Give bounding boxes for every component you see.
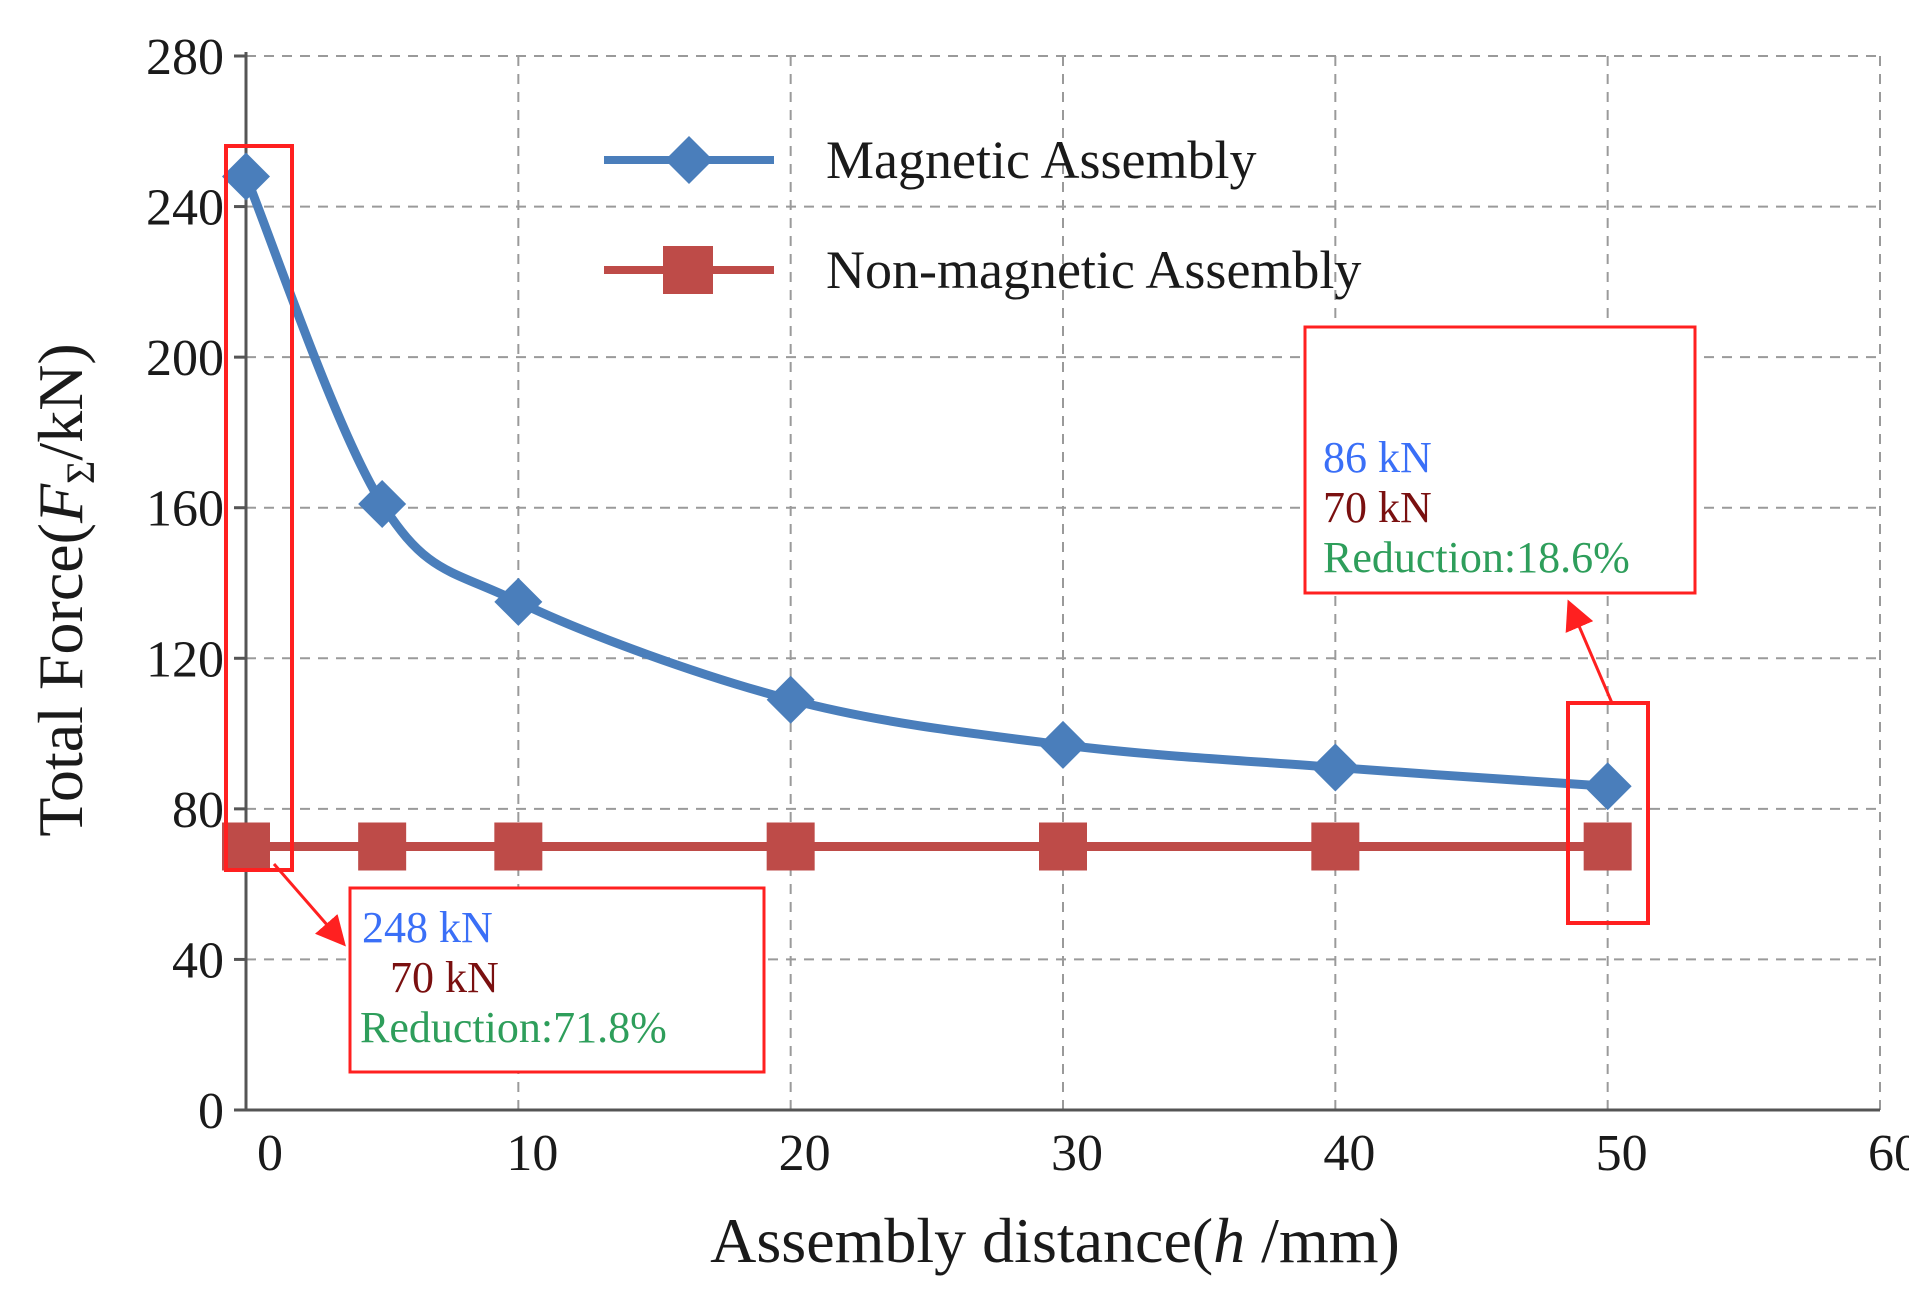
annotation-x50-magnetic: 86 kN [1323,433,1432,482]
legend-diamond-icon [665,136,713,184]
legend: Magnetic Assembly Non-magnetic Assembly [604,130,1361,300]
x-tick-label: 60 [1868,1125,1909,1182]
y-tick-label: 240 [146,180,224,237]
y-axis-title: Total Force(FΣ/kN) [25,343,103,836]
marker-nonmagnetic [358,822,407,871]
annotation-x50-reduction: Reduction:18.6% [1323,533,1630,582]
y-tick-label: 0 [198,1083,224,1140]
marker-magnetic [358,479,407,528]
annotation-arrow-x0 [272,863,346,947]
annotation-x0: 248 kN 70 kN Reduction:71.8% [272,863,766,1074]
axes [234,52,1880,1112]
x-tick-label: 0 [257,1125,283,1182]
legend-label-magnetic: Magnetic Assembly [826,130,1256,190]
marker-nonmagnetic [1039,822,1087,871]
marker-magnetic [1039,720,1087,769]
y-tick-label: 280 [146,29,224,86]
x-tick-labels: 0 10 20 30 40 50 60 [257,1125,1909,1182]
marker-magnetic [222,152,270,201]
annotation-box-x0 [348,886,766,1074]
marker-magnetic [1311,743,1360,792]
legend-label-nonmagnetic: Non-magnetic Assembly [826,240,1361,300]
annotation-box-x50 [1303,325,1697,595]
y-tick-label: 40 [172,932,224,989]
marker-nonmagnetic [222,822,270,871]
x-axis-title: Assembly distance(h /mm) [710,1205,1400,1276]
x-tick-label: 40 [1323,1125,1375,1182]
annotation-x50-nonmagnetic: 70 kN [1323,483,1432,532]
y-tick-label: 80 [172,782,224,839]
marker-nonmagnetic [1311,822,1360,871]
annotation-x0-reduction: Reduction:71.8% [360,1003,667,1052]
x-tick-label: 10 [506,1125,558,1182]
marker-magnetic [1583,762,1632,811]
y-tick-labels: 0 40 80 120 160 200 240 280 [146,29,224,1140]
marker-magnetic [766,675,815,724]
legend-square-icon [663,246,713,294]
annotation-x50: 86 kN 70 kN Reduction:18.6% [1303,325,1697,704]
y-tick-label: 200 [146,330,224,387]
marker-magnetic [494,577,543,626]
y-tick-label: 120 [146,631,224,688]
marker-nonmagnetic [1583,822,1632,871]
x-tick-label: 50 [1596,1125,1648,1182]
highlight-box-x0 [224,144,294,872]
annotation-x0-magnetic: 248 kN [362,903,493,952]
series-markers [222,152,1632,871]
y-tick-label: 160 [146,481,224,538]
highlight-box-x50 [1566,701,1650,925]
annotation-arrow-x50 [1565,599,1614,704]
annotation-x0-nonmagnetic: 70 kN [390,953,499,1002]
x-tick-label: 20 [779,1125,831,1182]
x-tick-label: 30 [1051,1125,1103,1182]
marker-nonmagnetic [494,822,543,871]
marker-nonmagnetic [766,822,815,871]
